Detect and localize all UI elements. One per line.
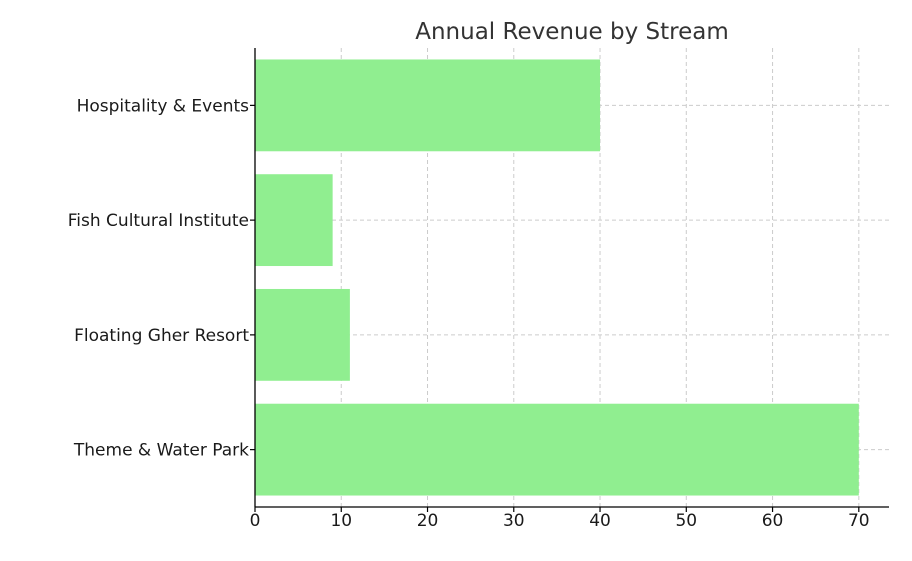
axes <box>254 48 889 508</box>
y-tick-label: Floating Gher Resort <box>74 326 249 346</box>
x-tick-label: 50 <box>675 511 697 531</box>
x-axis-ticks: 0 10 20 30 40 50 60 70 <box>250 507 870 531</box>
x-tick-label: 70 <box>848 511 870 531</box>
x-tick-label: 60 <box>762 511 784 531</box>
x-tick-label: 0 <box>250 511 261 531</box>
chart-title: Annual Revenue by Stream <box>415 19 728 45</box>
bar <box>255 59 601 152</box>
y-tick-label: Fish Cultural Institute <box>68 211 249 231</box>
bars <box>255 59 859 496</box>
y-axis-ticks: Theme & Water Park Floating Gher Resort Fi… <box>68 96 255 461</box>
bar <box>255 288 350 381</box>
x-tick-label: 10 <box>330 511 352 531</box>
x-tick-label: 40 <box>589 511 611 531</box>
y-tick-label: Theme & Water Park <box>73 441 249 461</box>
x-tick-label: 30 <box>503 511 525 531</box>
bar <box>255 174 333 267</box>
x-tick-label: 20 <box>417 511 439 531</box>
y-tick-label: Hospitality & Events <box>77 96 250 116</box>
bar <box>255 403 859 496</box>
